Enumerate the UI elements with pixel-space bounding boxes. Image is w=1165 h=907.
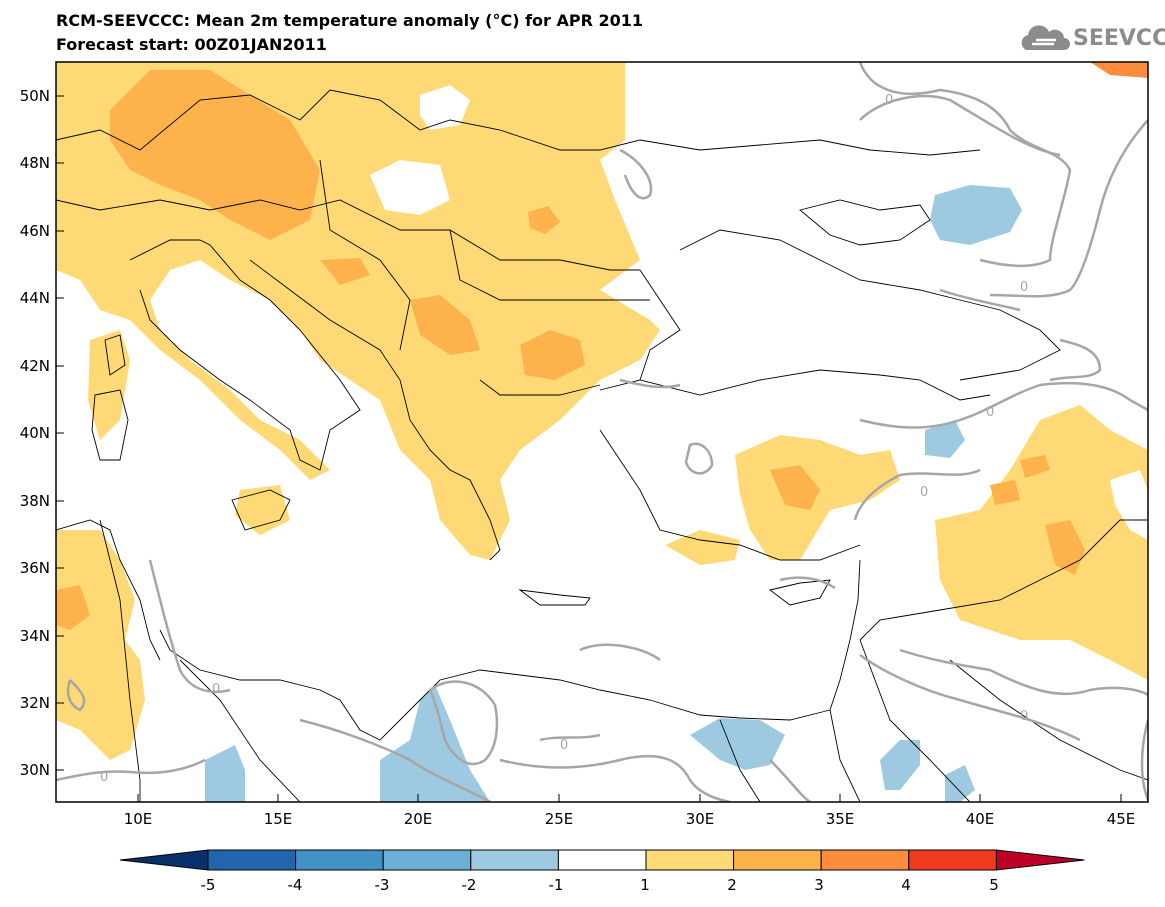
lon-label: 10E [123, 810, 153, 828]
contour-label: 0 [885, 93, 893, 108]
lon-label: 45E [1106, 810, 1136, 828]
anomaly-region-orange-romania [528, 206, 560, 234]
contour-label: 0 [560, 738, 568, 753]
chart-title: RCM-SEEVCCC: Mean 2m temperature anomaly… [56, 11, 644, 30]
lat-label: 48N [19, 154, 50, 172]
contour-label: 0 [986, 405, 994, 420]
lat-label: 34N [19, 627, 50, 645]
lon-label: 30E [685, 810, 715, 828]
colorbar-label: -5 [200, 876, 216, 894]
anomaly-region-warm-east [935, 405, 1148, 680]
anomaly-region-warm-turkey [735, 435, 900, 560]
lat-label: 36N [19, 559, 50, 577]
anomaly-region-cool-libya [380, 685, 490, 802]
lat-label: 32N [19, 694, 50, 712]
lon-label: 20E [403, 810, 433, 828]
lon-label: 40E [965, 810, 995, 828]
brand-text: SEEVCCC [1073, 26, 1165, 51]
anomaly-region-orange-bulgaria [520, 330, 585, 380]
colorbar-label: 5 [989, 876, 999, 894]
colorbar-label: 4 [901, 876, 911, 894]
anomaly-region-orange-serbia [410, 295, 480, 355]
contour-label: 0 [1020, 709, 1028, 724]
anomaly-region-orange-alps [110, 70, 320, 240]
contour-label: 0 [1020, 280, 1028, 295]
lat-label: 46N [19, 222, 50, 240]
map-frame [55, 61, 1149, 803]
zero-contours [56, 62, 1148, 802]
zero-contour-labels: 0 0 0 0 0 0 0 0 [100, 93, 1028, 785]
cloud-logo-icon [1021, 25, 1070, 50]
contour-label: 0 [920, 485, 928, 500]
lon-label: 25E [544, 810, 574, 828]
colorbar-label: 1 [640, 876, 650, 894]
colorbar-label: -4 [287, 876, 303, 894]
colorbar-label: -3 [374, 876, 390, 894]
lat-label: 30N [19, 761, 50, 779]
anomaly-region-cool-azov [930, 185, 1022, 245]
colorbar-label: 3 [814, 876, 824, 894]
anomaly-region-orange-bosnia [320, 258, 370, 285]
lat-label: 50N [19, 87, 50, 105]
coastline-outlines [56, 89, 1148, 802]
colorbar-label: -1 [548, 876, 564, 894]
contour-label: 0 [100, 770, 108, 785]
lat-label: 42N [19, 357, 50, 375]
lon-label: 15E [263, 810, 293, 828]
colorbar-label: -2 [461, 876, 477, 894]
lat-label: 44N [19, 289, 50, 307]
lat-label: 38N [19, 492, 50, 510]
anomaly-region-cool-egypt [690, 718, 785, 770]
contour-label: 0 [212, 682, 220, 697]
chart-subtitle: Forecast start: 00Z01JAN2011 [56, 35, 327, 54]
colorbar-label: 2 [727, 876, 737, 894]
lat-label: 40N [19, 424, 50, 442]
lon-label: 35E [825, 810, 855, 828]
axis-ticks [56, 95, 1122, 802]
seevccc-logo: SEEVCCC [1018, 22, 1165, 56]
